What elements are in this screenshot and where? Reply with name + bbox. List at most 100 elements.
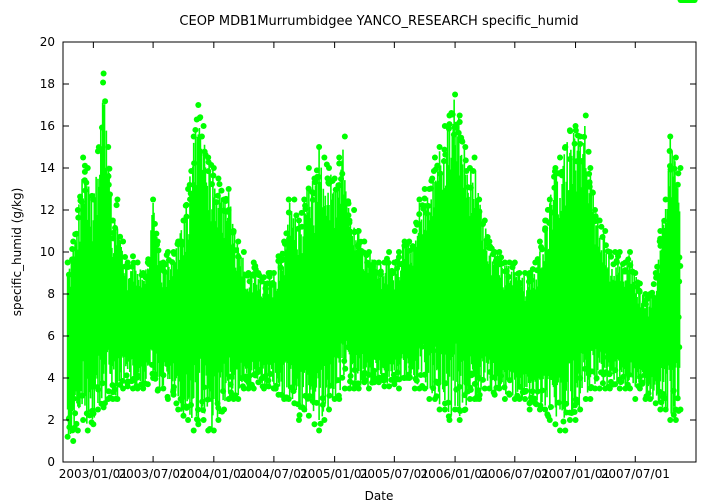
data-point-min	[452, 406, 459, 413]
data-point-max	[124, 259, 131, 266]
data-point	[670, 387, 677, 394]
data-point	[150, 317, 157, 324]
x-tick-label: 2003/07/01	[119, 467, 188, 481]
data-point	[126, 301, 133, 308]
data-point	[71, 345, 78, 352]
data-point	[271, 343, 278, 350]
data-point	[475, 387, 482, 394]
data-point-min	[375, 379, 382, 386]
data-point	[573, 158, 580, 165]
data-point-min	[596, 385, 603, 392]
data-point-max	[74, 207, 81, 213]
y-tick-label: 8	[47, 287, 55, 301]
data-point	[80, 238, 87, 245]
data-point	[447, 244, 454, 251]
data-point	[105, 181, 112, 188]
data-point-max	[275, 253, 282, 260]
data-point	[468, 320, 475, 327]
data-point	[524, 312, 531, 319]
data-point	[609, 333, 616, 340]
data-point	[215, 366, 222, 373]
data-point	[677, 263, 684, 270]
data-point	[292, 270, 299, 277]
data-point	[516, 354, 523, 361]
data-point-min	[109, 396, 116, 402]
data-point	[296, 412, 303, 419]
data-point-min	[210, 427, 217, 434]
data-point-max	[572, 123, 579, 129]
data-point-max	[616, 249, 623, 255]
data-point-max	[321, 154, 328, 161]
data-point	[558, 324, 565, 331]
data-point	[177, 395, 184, 402]
data-point	[116, 270, 123, 277]
data-point	[222, 346, 229, 353]
data-point-max	[336, 154, 343, 161]
data-point	[165, 296, 172, 303]
data-point	[283, 230, 290, 237]
data-point	[328, 286, 335, 293]
data-point	[197, 114, 204, 121]
data-point	[542, 225, 549, 232]
y-tick-label: 4	[47, 371, 55, 385]
data-point	[506, 334, 513, 341]
data-layer	[64, 0, 698, 444]
data-point	[72, 322, 79, 329]
data-point-max	[80, 154, 87, 161]
data-point-max	[401, 238, 408, 245]
data-point-min	[84, 427, 91, 434]
data-point-min	[240, 385, 247, 392]
data-point	[528, 277, 535, 284]
data-point	[479, 376, 486, 383]
data-point-min	[311, 421, 318, 428]
data-point-min	[175, 406, 182, 413]
data-point	[622, 268, 629, 275]
data-point	[110, 287, 117, 294]
data-point-max	[361, 238, 368, 245]
data-point	[288, 306, 295, 313]
data-point	[413, 326, 420, 333]
data-point	[262, 285, 269, 292]
data-point	[403, 346, 410, 353]
data-point-min	[124, 383, 131, 390]
data-point	[321, 311, 328, 318]
data-point	[527, 367, 534, 374]
data-point-min	[441, 406, 448, 413]
data-point	[208, 181, 215, 188]
data-point	[336, 160, 343, 167]
data-point	[585, 148, 592, 155]
data-point	[552, 264, 559, 271]
data-point	[137, 360, 144, 367]
data-point	[577, 141, 584, 148]
data-point-max	[626, 249, 633, 255]
data-point	[196, 210, 203, 217]
data-point	[276, 324, 283, 331]
data-point	[613, 301, 620, 308]
data-point	[323, 260, 330, 267]
data-point-max	[592, 207, 599, 213]
x-axis: 2003/01/012003/07/012004/01/012004/07/01…	[59, 42, 670, 481]
data-point-min	[471, 396, 478, 402]
data-point	[102, 98, 109, 105]
data-point-min	[587, 396, 594, 402]
data-point	[609, 319, 616, 326]
data-point-max	[255, 270, 262, 276]
data-point	[482, 294, 489, 301]
data-point	[484, 233, 491, 240]
data-point-min	[129, 385, 136, 392]
data-point	[362, 317, 369, 324]
data-point	[534, 388, 541, 395]
data-point	[227, 373, 234, 380]
data-point-min	[536, 406, 543, 413]
data-point	[488, 355, 495, 362]
data-point	[176, 360, 183, 367]
data-point	[165, 257, 172, 264]
data-point-max	[160, 259, 167, 266]
data-point	[622, 327, 629, 334]
data-point-min	[511, 396, 518, 402]
data-point	[547, 337, 554, 344]
data-point	[212, 293, 219, 300]
data-point-min	[552, 421, 559, 428]
data-point-max	[129, 253, 136, 260]
y-tick-label: 10	[40, 245, 55, 259]
